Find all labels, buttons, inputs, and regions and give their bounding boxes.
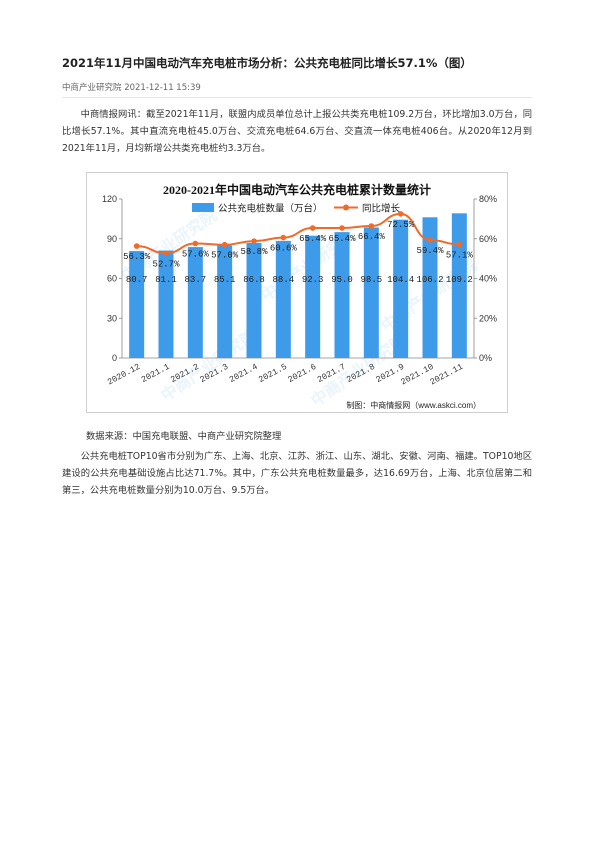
growth-value-label: 52.7% xyxy=(152,259,180,269)
y-tick-label-right: 60% xyxy=(479,234,497,244)
growth-value-label: 65.4% xyxy=(299,234,327,244)
growth-point xyxy=(133,243,140,249)
bar-value-label: 80.7 xyxy=(126,275,148,285)
bar xyxy=(363,227,379,358)
growth-point xyxy=(339,225,345,231)
chart: 中商产业研究院 中商产业研究院 中商产业研究院 中商产业研究院 中商产业研究院 … xyxy=(86,172,508,413)
bar-value-label: 86.8 xyxy=(243,275,265,285)
bar-value-label: 104.4 xyxy=(387,275,414,285)
bar-value-label: 98.5 xyxy=(361,275,383,285)
legend-bar-label: 公共充电桩数量（万台） xyxy=(218,203,323,215)
bar xyxy=(451,213,467,358)
growth-point xyxy=(251,238,257,244)
bar-value-label: 85.1 xyxy=(214,275,236,285)
paragraph-top10: 公共充电桩TOP10省市分别为广东、上海、北京、江苏、浙江、山东、湖北、安徽、河… xyxy=(62,451,532,496)
chart-title: 2020-2021年中国电动汽车公共充电桩累计数量统计 xyxy=(163,182,431,197)
growth-value-label: 57.0% xyxy=(211,251,239,261)
growth-point xyxy=(221,241,228,248)
chart-legend: 公共充电桩数量（万台） 同比增长 xyxy=(192,203,401,215)
growth-point xyxy=(163,250,169,257)
growth-point xyxy=(192,240,199,247)
growth-point xyxy=(280,234,287,241)
y-tick-label-left: 0 xyxy=(112,353,117,363)
y-tick-label-right: 80% xyxy=(479,194,497,204)
growth-point xyxy=(397,211,404,217)
y-tick-label-left: 120 xyxy=(102,194,117,204)
growth-point xyxy=(427,237,433,243)
growth-value-label: 58.8% xyxy=(240,247,268,257)
title-divider xyxy=(62,97,532,98)
paragraph-intro: 中商情报网讯：截至2021年11月，联盟内成员单位总计上报公共类充电桩109.2… xyxy=(62,109,532,154)
bar-value-label: 109.2 xyxy=(446,275,473,285)
growth-point xyxy=(309,225,316,231)
growth-value-label: 66.4% xyxy=(358,232,386,242)
legend-line-marker xyxy=(343,204,349,211)
legend-line-label: 同比增长 xyxy=(362,203,401,215)
legend-bar-swatch xyxy=(192,203,214,212)
bar-value-label: 92.3 xyxy=(302,275,324,285)
growth-value-label: 72.5% xyxy=(387,220,415,230)
bar-value-label: 88.4 xyxy=(273,275,295,285)
growth-line xyxy=(136,212,460,255)
growth-point xyxy=(368,223,375,229)
bar-value-label: 106.2 xyxy=(416,275,443,285)
growth-value-label: 57.6% xyxy=(182,250,210,260)
y-tick-label-left: 90 xyxy=(107,234,117,244)
article-meta: 中商产业研究院 2021-12-11 15:39 xyxy=(62,83,201,93)
bar xyxy=(393,219,409,358)
growth-value-label: 65.4% xyxy=(328,234,356,244)
bar xyxy=(275,240,291,358)
chart-credit: 制图：中商情报网（www.askci.com） xyxy=(346,400,481,410)
growth-value-label: 59.4% xyxy=(416,246,444,256)
y-tick-label-right: 0% xyxy=(479,353,492,363)
bar xyxy=(158,250,174,358)
article-title: 2021年11月中国电动汽车充电桩市场分析：公共充电桩同比增长57.1%（图） xyxy=(62,56,472,70)
growth-value-label: 60.6% xyxy=(270,244,298,254)
growth-point xyxy=(456,241,463,248)
bar-value-label: 83.7 xyxy=(185,275,207,285)
y-tick-label-left: 60 xyxy=(107,274,117,284)
bar xyxy=(129,251,145,358)
bar xyxy=(217,245,233,358)
growth-value-label: 56.3% xyxy=(123,252,151,262)
bar-value-label: 95.0 xyxy=(331,275,353,285)
y-tick-label-right: 20% xyxy=(479,313,497,323)
bar xyxy=(187,247,203,358)
bar xyxy=(246,242,262,358)
y-tick-label-left: 30 xyxy=(107,313,117,323)
bar xyxy=(334,232,350,358)
y-tick-label-right: 40% xyxy=(479,274,497,284)
growth-value-label: 57.1% xyxy=(446,251,474,261)
bar-value-label: 81.1 xyxy=(155,275,177,285)
data-source: 数据来源：中国充电联盟、中商产业研究院整理 xyxy=(86,431,282,442)
bar xyxy=(422,217,438,358)
bar xyxy=(305,235,321,358)
